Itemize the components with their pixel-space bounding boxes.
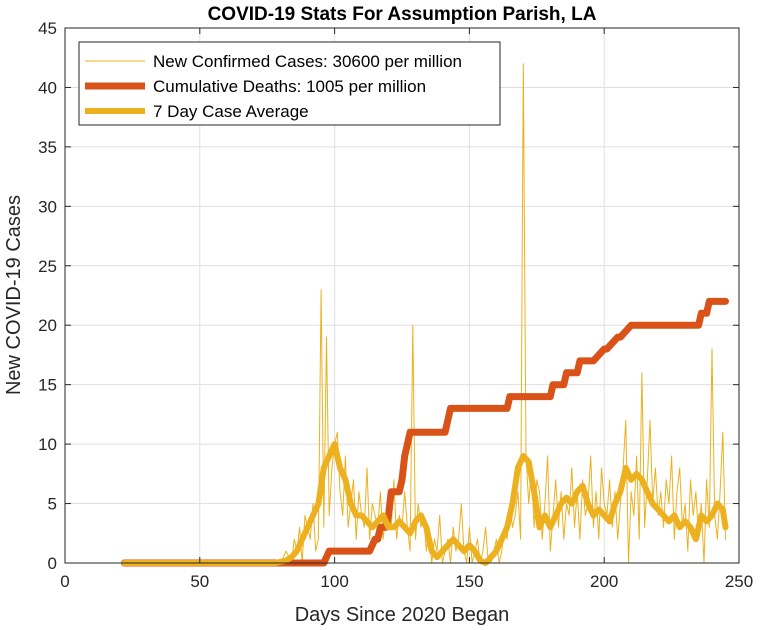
y-tick-label: 15 <box>38 376 57 395</box>
y-tick-label: 10 <box>38 435 57 454</box>
y-axis-title: New COVID-19 Cases <box>3 195 25 395</box>
series-line-3 <box>121 441 729 566</box>
legend-label-2: Cumulative Deaths: 1005 per million <box>153 77 426 96</box>
y-tick-label: 30 <box>38 197 57 216</box>
chart-title: COVID-19 Stats For Assumption Parish, LA <box>208 4 597 25</box>
legend-items: New Confirmed Cases: 30600 per million Cu… <box>85 52 462 121</box>
y-tick-label: 5 <box>48 495 57 514</box>
legend-box <box>78 41 501 126</box>
x-tick-label: 200 <box>590 572 618 591</box>
x-tick-label: 150 <box>455 572 483 591</box>
y-tick-label: 35 <box>38 138 57 157</box>
legend: New Confirmed Cases: 30600 per million Cu… <box>78 41 501 126</box>
legend-label-1: New Confirmed Cases: 30600 per million <box>153 52 462 71</box>
plot-frame <box>64 27 740 564</box>
legend-label-3: 7 Day Case Average <box>153 102 309 121</box>
x-tick-label: 50 <box>190 572 209 591</box>
y-tick-label: 40 <box>38 78 57 97</box>
x-tick-label: 100 <box>320 572 348 591</box>
series-line-2 <box>120 297 729 567</box>
x-tick-label: 0 <box>60 572 69 591</box>
series-layer <box>120 63 729 567</box>
x-axis-title: Days Since 2020 Began <box>295 604 510 626</box>
y-tick-label: 45 <box>38 19 57 38</box>
y-tick-label: 0 <box>48 554 57 573</box>
y-tick-label: 20 <box>38 316 57 335</box>
y-tick-label: 25 <box>38 257 57 276</box>
x-tick-label: 250 <box>725 572 753 591</box>
tick-layer: 0 50 100 150 200 250 0 5 10 15 20 25 30 35 40 45 <box>38 19 753 591</box>
series-line-1 <box>123 63 726 564</box>
